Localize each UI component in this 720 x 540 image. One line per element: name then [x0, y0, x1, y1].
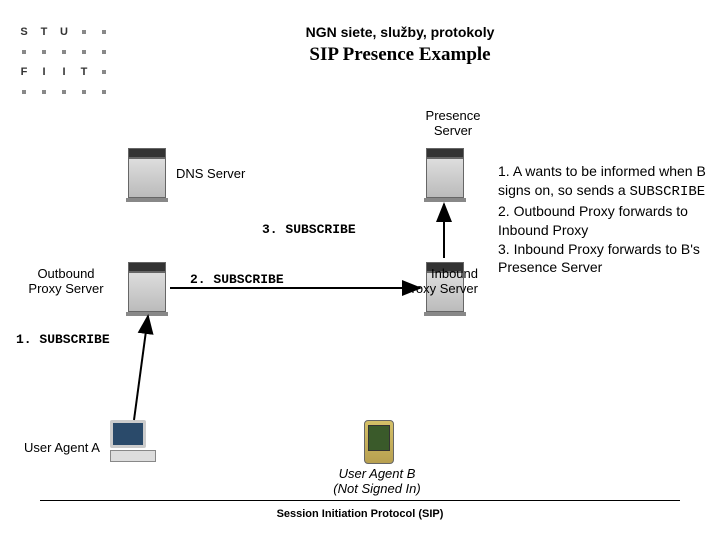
- outbound-proxy-label: Outbound Proxy Server: [16, 266, 116, 296]
- course-title: NGN siete, služby, protokoly: [210, 24, 590, 40]
- logo-cell: T: [36, 24, 52, 40]
- msg-3-label: 3. SUBSCRIBE: [262, 222, 356, 237]
- footer-text: Session Initiation Protocol (SIP): [0, 508, 720, 520]
- logo-cell: [56, 84, 72, 100]
- logo-cell: [96, 64, 112, 80]
- explain-num: 1.: [498, 163, 510, 179]
- dns-server-icon: [128, 148, 166, 200]
- presence-server-label: Presence Server: [418, 108, 488, 138]
- user-agent-b-icon: [364, 420, 394, 464]
- explanation-item: 2. Outbound Proxy forwards to Inbound Pr…: [498, 202, 708, 240]
- dns-server-label: DNS Server: [176, 166, 245, 181]
- logo-cell: [16, 84, 32, 100]
- explain-code: SUBSCRIBE: [630, 184, 706, 200]
- logo-cell: S: [16, 24, 32, 40]
- explanation-item: 1. A wants to be informed when B signs o…: [498, 162, 708, 202]
- presence-server-icon: [426, 148, 464, 200]
- logo-cell: U: [56, 24, 72, 40]
- logo-cell: [96, 24, 112, 40]
- explain-text: Outbound Proxy forwards to Inbound Proxy: [498, 203, 688, 238]
- explain-num: 3.: [498, 241, 510, 257]
- user-agent-a-label: User Agent A: [24, 440, 100, 455]
- inbound-proxy-label: Inbound Proxy Server: [378, 266, 478, 296]
- footer-divider: [40, 500, 680, 501]
- logo-cell: T: [76, 64, 92, 80]
- logo-cell: [56, 44, 72, 60]
- logo-cell: [76, 84, 92, 100]
- logo-cell: I: [36, 64, 52, 80]
- institution-logo: S T U F I I T: [16, 24, 112, 100]
- explain-num: 2.: [498, 203, 510, 219]
- logo-cell: [96, 84, 112, 100]
- user-agent-b-label: User Agent B (Not Signed In): [312, 466, 442, 496]
- slide-title: SIP Presence Example: [210, 44, 590, 66]
- logo-cell: [76, 24, 92, 40]
- logo-cell: [96, 44, 112, 60]
- user-agent-a-icon: [110, 420, 160, 470]
- outbound-proxy-icon: [128, 262, 166, 314]
- explanation-list: 1. A wants to be informed when B signs o…: [498, 162, 708, 277]
- msg-2-label: 2. SUBSCRIBE: [190, 272, 284, 287]
- logo-cell: [16, 44, 32, 60]
- explain-text: Inbound Proxy forwards to B's Presence S…: [498, 241, 700, 276]
- logo-cell: F: [16, 64, 32, 80]
- arrow-1: [134, 316, 148, 420]
- msg-1-label: 1. SUBSCRIBE: [16, 332, 110, 347]
- logo-cell: [76, 44, 92, 60]
- slide-header: NGN siete, služby, protokoly SIP Presenc…: [210, 24, 590, 66]
- logo-cell: [36, 84, 52, 100]
- logo-cell: I: [56, 64, 72, 80]
- logo-cell: [36, 44, 52, 60]
- explanation-item: 3. Inbound Proxy forwards to B's Presenc…: [498, 240, 708, 278]
